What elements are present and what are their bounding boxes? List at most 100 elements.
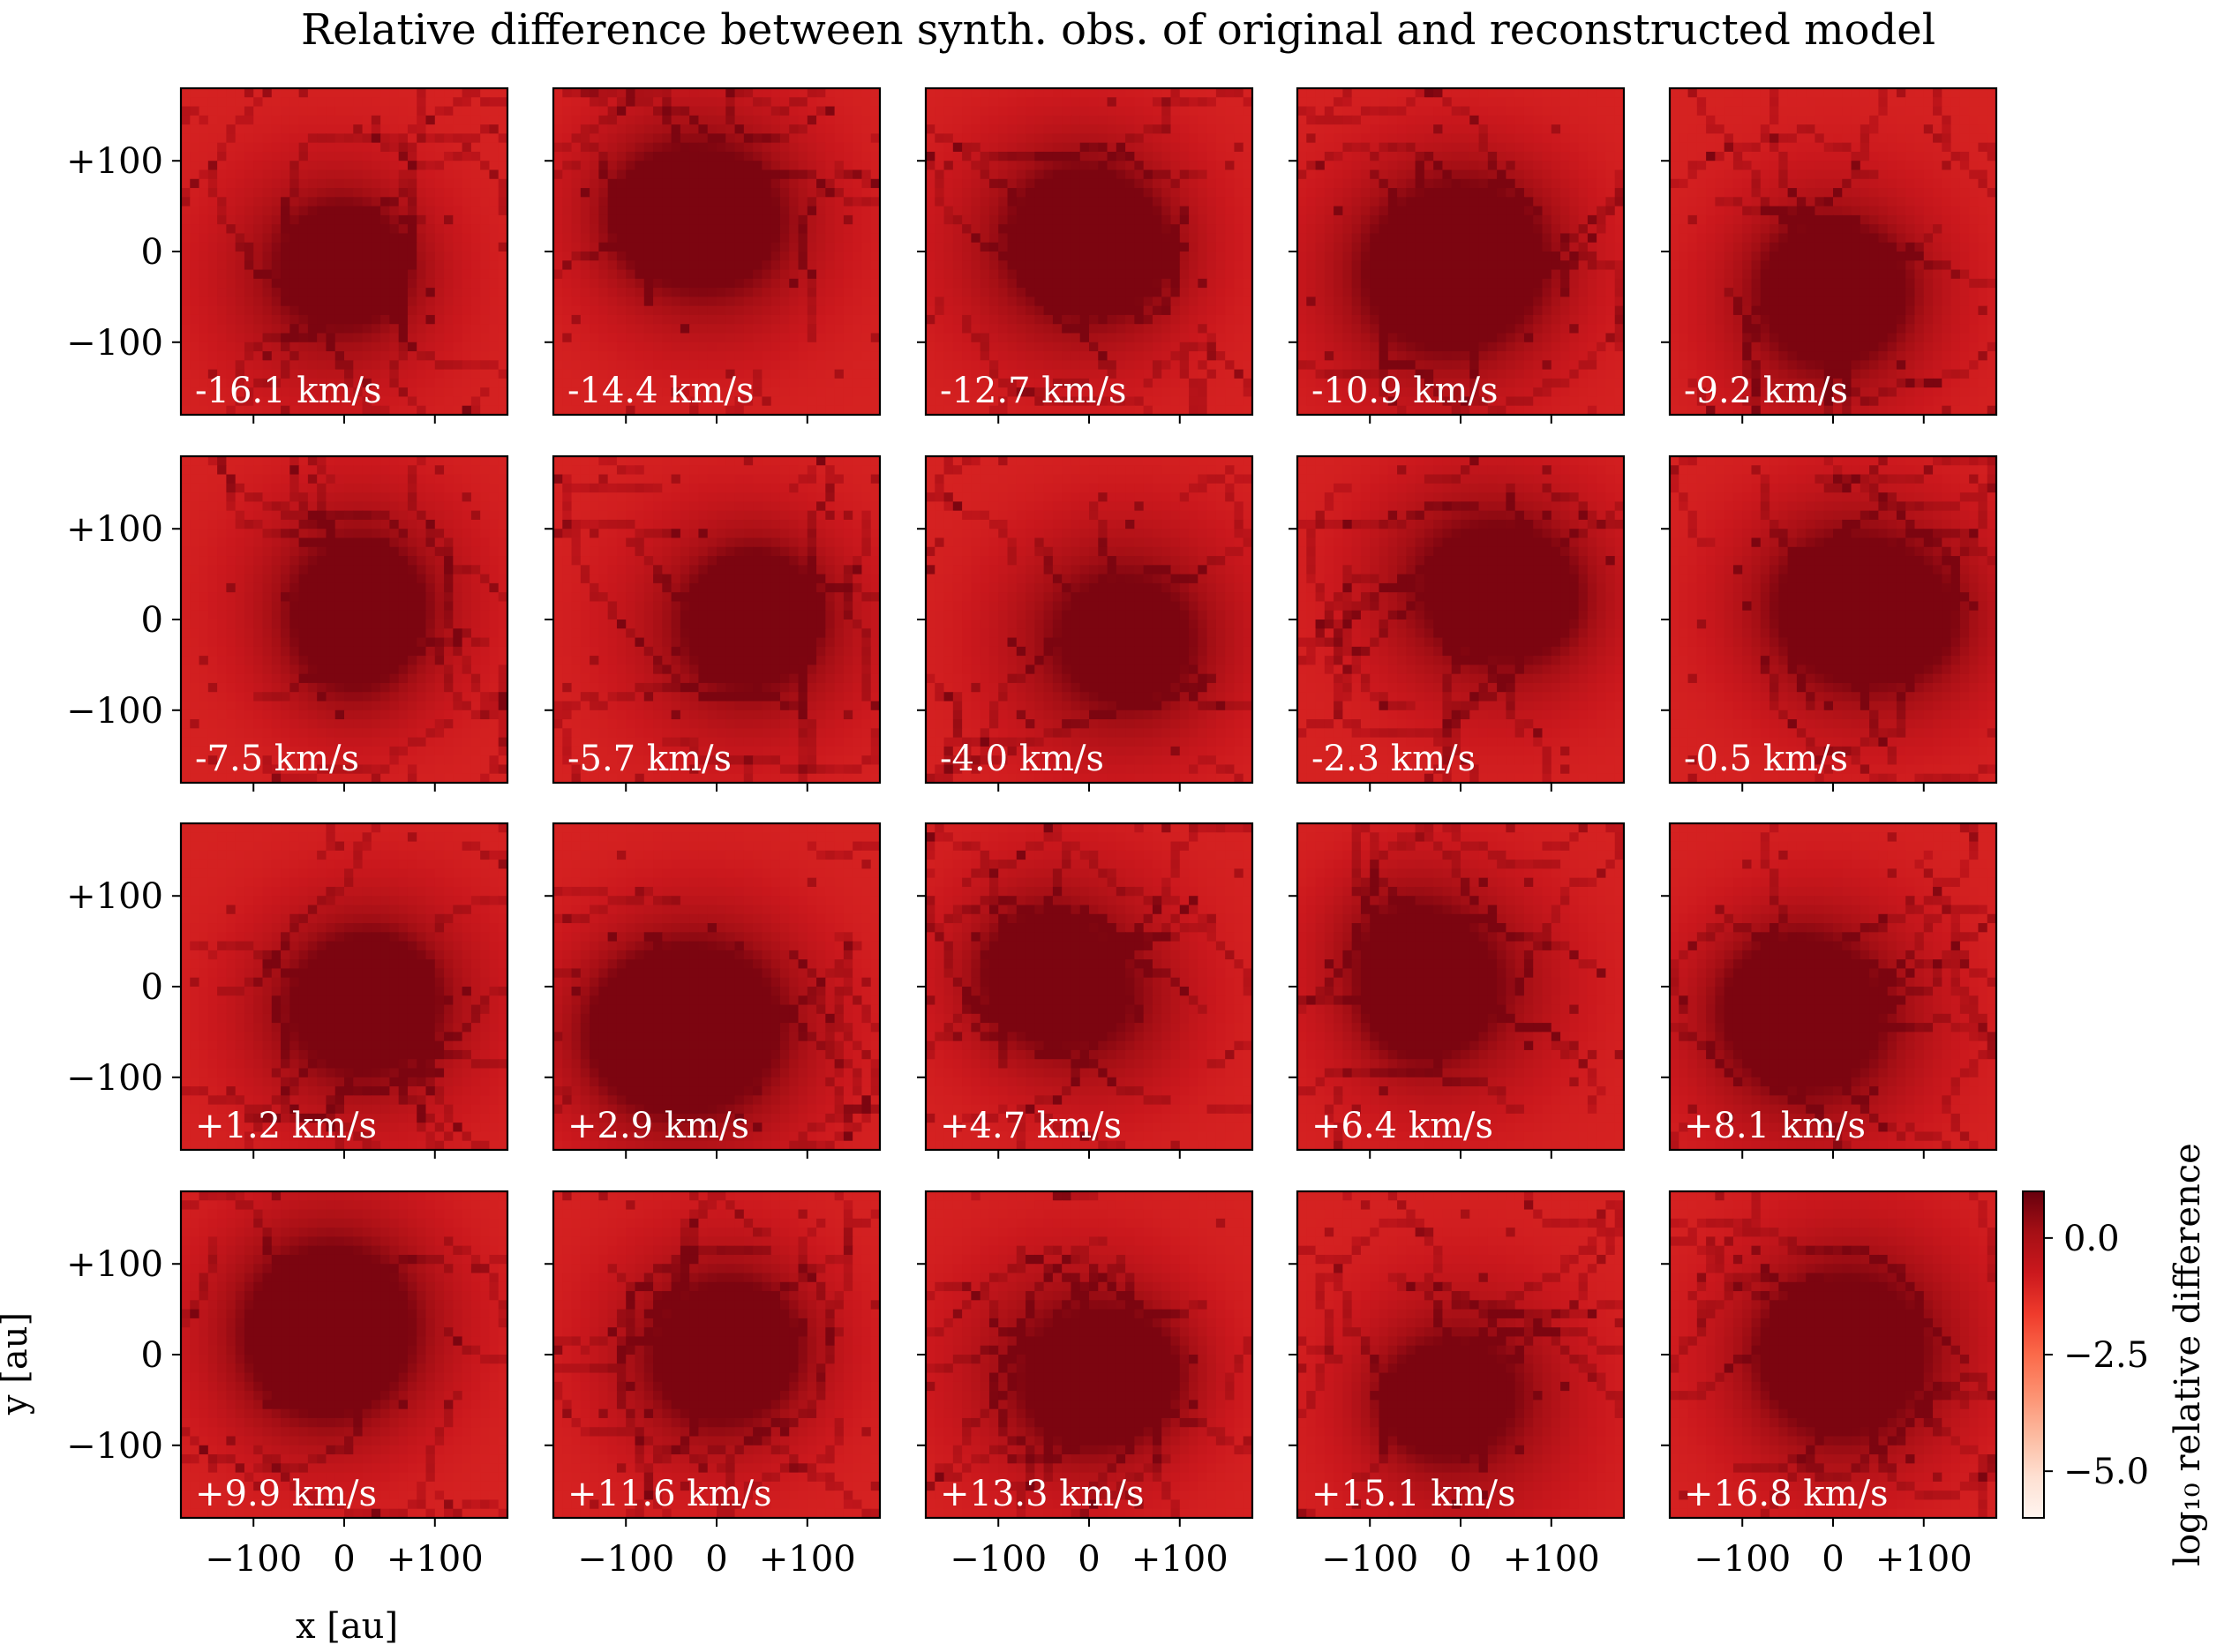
heatmap-cell xyxy=(843,369,853,379)
heatmap-cell xyxy=(207,88,218,98)
heatmap-cell xyxy=(1062,387,1072,398)
heatmap-cell xyxy=(480,97,491,108)
heatmap-cell xyxy=(344,288,354,297)
heatmap-cell xyxy=(1560,169,1570,180)
heatmap-cell xyxy=(798,297,808,307)
heatmap-cell xyxy=(181,169,191,180)
heatmap-cell xyxy=(789,288,800,297)
heatmap-cell xyxy=(1442,106,1453,116)
heatmap-cell xyxy=(725,269,736,280)
heatmap-cell xyxy=(1370,161,1380,171)
heatmap-cell xyxy=(926,278,935,289)
heatmap-cell xyxy=(1379,197,1389,207)
heatmap-cell xyxy=(434,396,445,407)
heatmap-cell xyxy=(1062,151,1072,161)
heatmap-cell xyxy=(1034,233,1045,244)
heatmap-cell xyxy=(1461,333,1470,343)
heatmap-cell xyxy=(980,233,990,244)
heatmap-cell xyxy=(590,242,599,252)
heatmap-cell xyxy=(971,405,981,416)
heatmap-cell xyxy=(1116,97,1126,108)
heatmap-cell xyxy=(816,197,826,207)
heatmap-cell xyxy=(590,387,599,398)
heatmap-cell xyxy=(662,351,672,361)
heatmap-cell xyxy=(962,342,972,352)
heatmap-cell xyxy=(671,161,681,171)
heatmap-cell xyxy=(580,369,590,379)
heatmap-cell xyxy=(779,214,790,225)
heatmap-cell xyxy=(1007,214,1018,225)
heatmap-cell xyxy=(1043,133,1054,144)
heatmap-cell xyxy=(1234,115,1244,125)
heatmap-cell xyxy=(1107,224,1117,235)
heatmap-cell xyxy=(1469,88,1480,98)
heatmap-cell xyxy=(181,106,191,116)
heatmap-cell xyxy=(725,405,736,416)
heatmap-cell xyxy=(553,260,563,271)
heatmap-cell xyxy=(770,369,781,379)
heatmap-cell xyxy=(1071,333,1081,343)
heatmap-cell xyxy=(380,305,390,316)
heatmap-cell xyxy=(1370,242,1380,252)
heatmap-cell xyxy=(1370,106,1380,116)
heatmap-cell xyxy=(1315,178,1326,189)
heatmap-cell xyxy=(1342,142,1353,153)
heatmap-cell xyxy=(698,97,709,108)
heatmap-cell xyxy=(1198,405,1208,416)
heatmap-cell xyxy=(779,297,790,307)
heatmap-cell xyxy=(271,97,282,108)
heatmap-cell xyxy=(1415,260,1425,271)
heatmap-cell xyxy=(725,97,736,108)
heatmap-cell xyxy=(462,269,472,280)
heatmap-cell xyxy=(1125,214,1135,225)
heatmap-cell xyxy=(1161,360,1172,371)
heatmap-cell xyxy=(943,288,954,297)
heatmap-cell xyxy=(779,161,790,171)
heatmap-cell xyxy=(1533,314,1544,325)
heatmap-cell xyxy=(1043,333,1054,343)
heatmap-cell xyxy=(1026,333,1035,343)
heatmap-cell xyxy=(1614,314,1625,325)
heatmap-cell xyxy=(1487,242,1498,252)
heatmap-cell xyxy=(307,260,318,271)
heatmap-cell xyxy=(1397,133,1407,144)
heatmap-cell xyxy=(843,288,853,297)
heatmap-cell xyxy=(1523,88,1534,98)
heatmap-cell xyxy=(1514,214,1525,225)
heatmap-cell xyxy=(1342,314,1353,325)
heatmap-cell xyxy=(190,278,200,289)
heatmap-cell xyxy=(1116,314,1126,325)
heatmap-cell xyxy=(253,305,264,316)
heatmap-cell xyxy=(762,97,772,108)
heatmap-cell xyxy=(1152,188,1162,198)
heatmap-cell xyxy=(181,297,191,307)
heatmap-cell xyxy=(1297,97,1307,108)
heatmap-cell xyxy=(181,288,191,297)
heatmap-cell xyxy=(1125,333,1135,343)
heatmap-cell xyxy=(1062,197,1072,207)
heatmap-cell xyxy=(1079,115,1090,125)
heatmap-cell xyxy=(1597,242,1607,252)
heatmap-cell xyxy=(1551,342,1561,352)
heatmap-cell xyxy=(1560,88,1570,98)
heatmap-cell xyxy=(1062,360,1072,371)
heatmap-cell xyxy=(1034,197,1045,207)
heatmap-cell xyxy=(1034,260,1045,271)
heatmap-cell xyxy=(1533,214,1544,225)
heatmap-cell xyxy=(1387,288,1398,297)
heatmap-cell xyxy=(217,106,227,116)
heatmap-cell xyxy=(861,188,872,198)
heatmap-cell xyxy=(1342,333,1353,343)
heatmap-cell xyxy=(943,106,954,116)
heatmap-cell xyxy=(653,278,663,289)
heatmap-cell xyxy=(1605,197,1616,207)
heatmap-cell xyxy=(1478,161,1489,171)
heatmap-cell xyxy=(861,333,872,343)
heatmap-cell xyxy=(226,169,237,180)
heatmap-cell xyxy=(1587,342,1597,352)
heatmap-cell xyxy=(1342,106,1353,116)
heatmap-cell xyxy=(1143,288,1153,297)
heatmap-cell xyxy=(753,124,763,134)
heatmap-cell xyxy=(235,124,245,134)
heatmap-cell xyxy=(971,360,981,371)
